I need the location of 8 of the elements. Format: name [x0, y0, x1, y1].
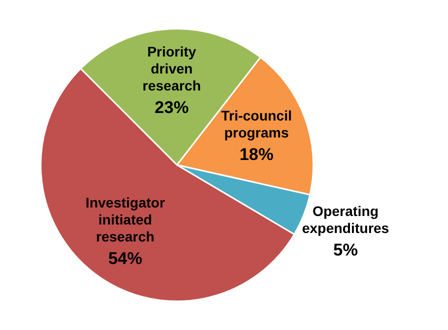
slice-label: Tri-council programs [221, 108, 292, 141]
slice-label: Operating expenditures [302, 203, 390, 236]
data-label: 23% [154, 98, 189, 117]
data-label: 54% [108, 248, 142, 268]
slice-label: Investigator initiated research [86, 194, 166, 245]
slice-label: Priority driven research [142, 44, 201, 94]
data-label: 18% [239, 145, 274, 164]
data-label: 5% [333, 240, 358, 260]
